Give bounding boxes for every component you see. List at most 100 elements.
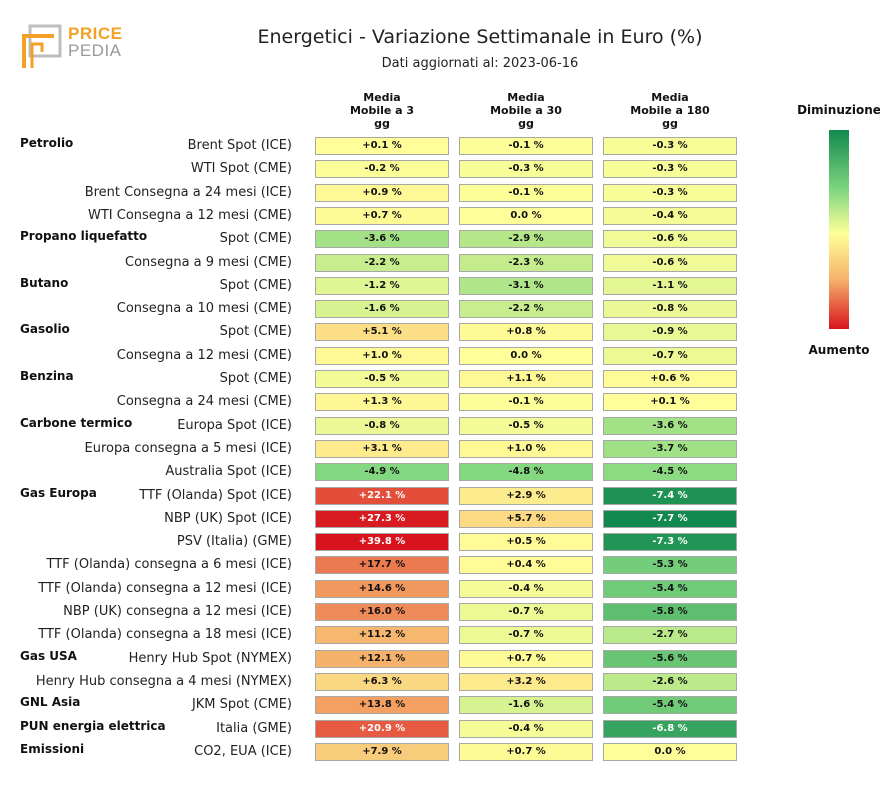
heatmap-cell: 0.0 % bbox=[459, 346, 593, 365]
row-label: CO2, EUA (ICE) bbox=[194, 743, 292, 759]
legend-bottom-label: Aumento bbox=[808, 343, 870, 357]
group-label: Gas Europa bbox=[20, 485, 97, 500]
row-label: Brent Consegna a 24 mesi (ICE) bbox=[84, 184, 292, 200]
heatmap-cell: -0.3 % bbox=[603, 137, 737, 155]
heatmap-cell: +6.3 % bbox=[315, 672, 449, 691]
row-label: Europa consegna a 5 mesi (ICE) bbox=[84, 440, 292, 456]
heatmap-cell: -3.1 % bbox=[459, 276, 593, 295]
heatmap-cell: +12.1 % bbox=[315, 649, 449, 668]
column-header-3: Media Mobile a 180 gg bbox=[630, 91, 710, 130]
heatmap-cell: -3.6 % bbox=[603, 416, 737, 435]
heatmap-cell: +0.7 % bbox=[315, 206, 449, 225]
heatmap-cell: -2.6 % bbox=[603, 672, 737, 691]
heatmap-cell: +1.3 % bbox=[315, 393, 449, 412]
heatmap-cell: -3.6 % bbox=[315, 230, 449, 249]
logo-line2: PEDIA bbox=[68, 41, 122, 60]
heatmap-cell: +17.7 % bbox=[315, 556, 449, 575]
heatmap-cell: -7.7 % bbox=[603, 509, 737, 528]
heatmap-cell: -0.7 % bbox=[459, 603, 593, 621]
heatmap-cell: -1.2 % bbox=[315, 276, 449, 295]
heatmap-cell: +0.1 % bbox=[315, 137, 449, 155]
row-label: Spot (CME) bbox=[219, 277, 292, 293]
heatmap-cell: +14.6 % bbox=[315, 579, 449, 598]
heatmap-cell: +16.0 % bbox=[315, 603, 449, 621]
heatmap-cell: -2.7 % bbox=[603, 626, 737, 645]
heatmap-cell: +5.1 % bbox=[315, 323, 449, 342]
heatmap-cell: +5.7 % bbox=[459, 509, 593, 528]
heatmap-cell: +11.2 % bbox=[315, 626, 449, 645]
group-label: Benzina bbox=[20, 369, 74, 383]
heatmap-cell: -0.3 % bbox=[459, 160, 593, 179]
heatmap-cell: -0.9 % bbox=[603, 323, 737, 342]
heatmap-cell: -3.7 % bbox=[603, 439, 737, 458]
heatmap-cell: -0.7 % bbox=[603, 346, 737, 365]
row-label: NBP (UK) Spot (ICE) bbox=[164, 510, 292, 526]
heatmap-cell: -5.3 % bbox=[603, 556, 737, 575]
heatmap-cell: -7.3 % bbox=[603, 533, 737, 552]
heatmap-cell: +3.2 % bbox=[459, 672, 593, 691]
group-label: Carbone termico bbox=[20, 415, 133, 430]
row-label: Henry Hub Spot (NYMEX) bbox=[128, 650, 292, 666]
heatmap-cell: +39.8 % bbox=[315, 533, 449, 552]
heatmap-cell: +20.9 % bbox=[315, 719, 449, 738]
group-label: Emissioni bbox=[20, 741, 85, 756]
heatmap-cell: +7.9 % bbox=[315, 742, 449, 761]
heatmap-cell: -6.8 % bbox=[603, 719, 737, 738]
heatmap-cell: +0.7 % bbox=[459, 649, 593, 668]
heatmap-cell: -7.4 % bbox=[603, 486, 737, 505]
legend-top-label: Diminuzione bbox=[797, 103, 880, 117]
heatmap-cell: -4.5 % bbox=[603, 463, 737, 482]
row-label: Consegna a 9 mesi (CME) bbox=[125, 254, 292, 270]
heatmap-cell: -0.4 % bbox=[459, 719, 593, 738]
heatmap-cell: -0.2 % bbox=[315, 160, 449, 179]
heatmap-cell: -5.4 % bbox=[603, 579, 737, 598]
row-label: TTF (Olanda) consegna a 6 mesi (ICE) bbox=[46, 557, 292, 573]
heatmap-cell: +0.7 % bbox=[459, 742, 593, 761]
heatmap-cell: +13.8 % bbox=[315, 696, 449, 715]
row-label: Spot (CME) bbox=[219, 231, 292, 247]
heatmap-cell: -0.3 % bbox=[603, 183, 737, 202]
heatmap-cell: -2.9 % bbox=[459, 230, 593, 249]
row-label: Brent Spot (ICE) bbox=[187, 138, 292, 153]
heatmap-cell: -0.1 % bbox=[459, 137, 593, 155]
heatmap-cell: +27.3 % bbox=[315, 509, 449, 528]
heatmap-cell: -0.3 % bbox=[603, 160, 737, 179]
row-label: TTF (Olanda) consegna a 18 mesi (ICE) bbox=[38, 627, 292, 643]
heatmap-cell: -0.7 % bbox=[459, 626, 593, 645]
group-label: Butano bbox=[20, 275, 69, 290]
heatmap-cell: 0.0 % bbox=[603, 742, 737, 761]
row-label: Spot (CME) bbox=[219, 324, 292, 340]
row-label: Europa Spot (ICE) bbox=[177, 417, 292, 433]
heatmap-cell: +3.1 % bbox=[315, 439, 449, 458]
logo-wordmark: PRICE PEDIA bbox=[68, 25, 122, 59]
pricepedia-logo-mark-icon bbox=[22, 24, 62, 68]
heatmap-cell: -5.4 % bbox=[603, 696, 737, 715]
group-label: Petrolio bbox=[20, 136, 74, 150]
chart-title: Energetici - Variazione Settimanale in E… bbox=[257, 26, 703, 48]
heatmap-cell: -5.6 % bbox=[603, 649, 737, 668]
chart-subtitle: Dati aggiornati al: 2023-06-16 bbox=[381, 56, 579, 71]
row-label: WTI Consegna a 12 mesi (CME) bbox=[88, 207, 292, 223]
heatmap-cell: +0.6 % bbox=[603, 370, 737, 388]
row-label: Spot (CME) bbox=[219, 371, 292, 386]
row-label: Consegna a 10 mesi (CME) bbox=[116, 301, 292, 317]
column-header-2: Media Mobile a 30 gg bbox=[490, 91, 562, 130]
row-label: TTF (Olanda) consegna a 12 mesi (ICE) bbox=[38, 580, 292, 596]
group-label: PUN energia elettrica bbox=[20, 718, 166, 733]
row-label: WTI Spot (CME) bbox=[190, 161, 292, 177]
column-header-1: Media Mobile a 3 gg bbox=[349, 91, 415, 130]
heatmap-cell: -1.1 % bbox=[603, 276, 737, 295]
heatmap-cell: -4.9 % bbox=[315, 463, 449, 482]
heatmap-cell: +22.1 % bbox=[315, 486, 449, 505]
heatmap-cell: +0.9 % bbox=[315, 183, 449, 202]
row-label: Australia Spot (ICE) bbox=[165, 464, 292, 480]
heatmap-cell: +0.4 % bbox=[459, 556, 593, 575]
heatmap-cell: -0.6 % bbox=[603, 230, 737, 249]
group-label: GNL Asia bbox=[20, 695, 81, 710]
logo-line1: PRICE bbox=[68, 24, 123, 43]
heatmap-cell: -0.8 % bbox=[603, 300, 737, 319]
heatmap-cell: -0.6 % bbox=[603, 253, 737, 272]
pricepedia-logo: PRICE PEDIA bbox=[20, 22, 130, 74]
heatmap-cell: -0.5 % bbox=[315, 370, 449, 388]
row-label: Italia (GME) bbox=[216, 720, 292, 736]
